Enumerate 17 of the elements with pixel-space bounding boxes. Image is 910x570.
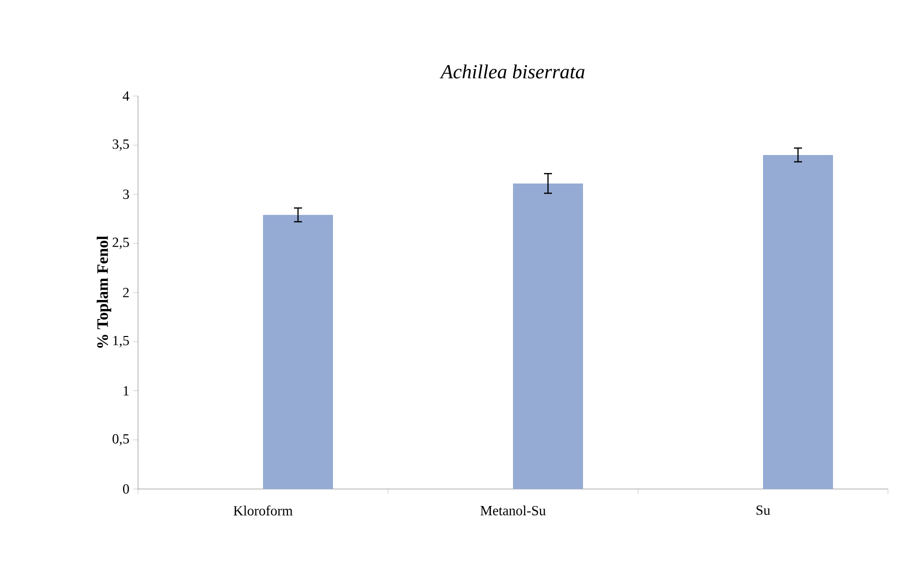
y-tick-label: 2	[123, 288, 129, 298]
x-tick-label: Su	[756, 506, 770, 515]
y-tick-label: 0,5	[112, 434, 129, 446]
chart-title: Achillea biserrata	[440, 64, 584, 78]
y-axis-title: % Toplam Fenol	[96, 236, 112, 348]
y-tick-label: 2,5	[112, 238, 129, 250]
bar	[513, 183, 584, 489]
y-tick-label: 4	[122, 91, 130, 101]
x-tick-label: Metanol-Su	[480, 506, 546, 516]
bar	[763, 154, 834, 489]
y-tick-label: 1	[124, 386, 129, 396]
y-tick-label: 3	[123, 190, 129, 199]
bar	[263, 214, 334, 489]
y-tick-label: 1,5	[113, 336, 129, 348]
y-tick-label: 3,5	[112, 139, 129, 151]
x-tick-label: Kloroform	[234, 506, 293, 516]
y-tick-label: 0	[123, 484, 129, 494]
